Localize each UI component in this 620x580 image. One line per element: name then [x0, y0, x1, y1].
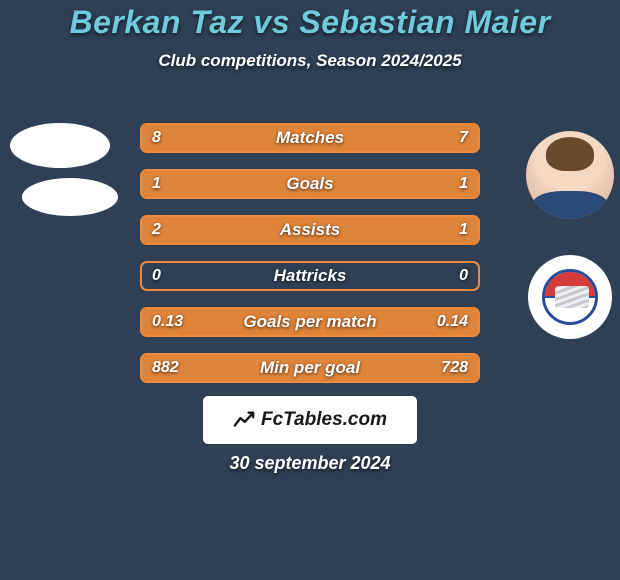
club-crest-icon [542, 269, 598, 325]
date-text: 30 september 2024 [0, 453, 620, 474]
chart-icon [233, 409, 255, 431]
fctables-badge: FcTables.com [203, 396, 417, 444]
badge-text: FcTables.com [261, 409, 387, 431]
stat-row: 0.130.14Goals per match [140, 307, 480, 337]
stat-label: Goals per match [142, 309, 478, 335]
subtitle: Club competitions, Season 2024/2025 [0, 51, 620, 71]
stat-row: 11Goals [140, 169, 480, 199]
stat-label: Assists [142, 217, 478, 243]
stat-label: Hattricks [142, 263, 478, 289]
player2-club-crest [528, 255, 612, 339]
stat-label: Goals [142, 171, 478, 197]
stat-row: 87Matches [140, 123, 480, 153]
player2-avatar [526, 131, 614, 219]
stat-row: 882728Min per goal [140, 353, 480, 383]
stat-label: Matches [142, 125, 478, 151]
player1-avatar-placeholder [10, 123, 110, 168]
player1-club-placeholder [22, 178, 118, 216]
stat-row: 21Assists [140, 215, 480, 245]
page-title: Berkan Taz vs Sebastian Maier [0, 0, 620, 41]
stat-label: Min per goal [142, 355, 478, 381]
stats-table: 87Matches 11Goals 21Assists 00Hattricks 0.13… [140, 123, 480, 399]
stat-row: 00Hattricks [140, 261, 480, 291]
